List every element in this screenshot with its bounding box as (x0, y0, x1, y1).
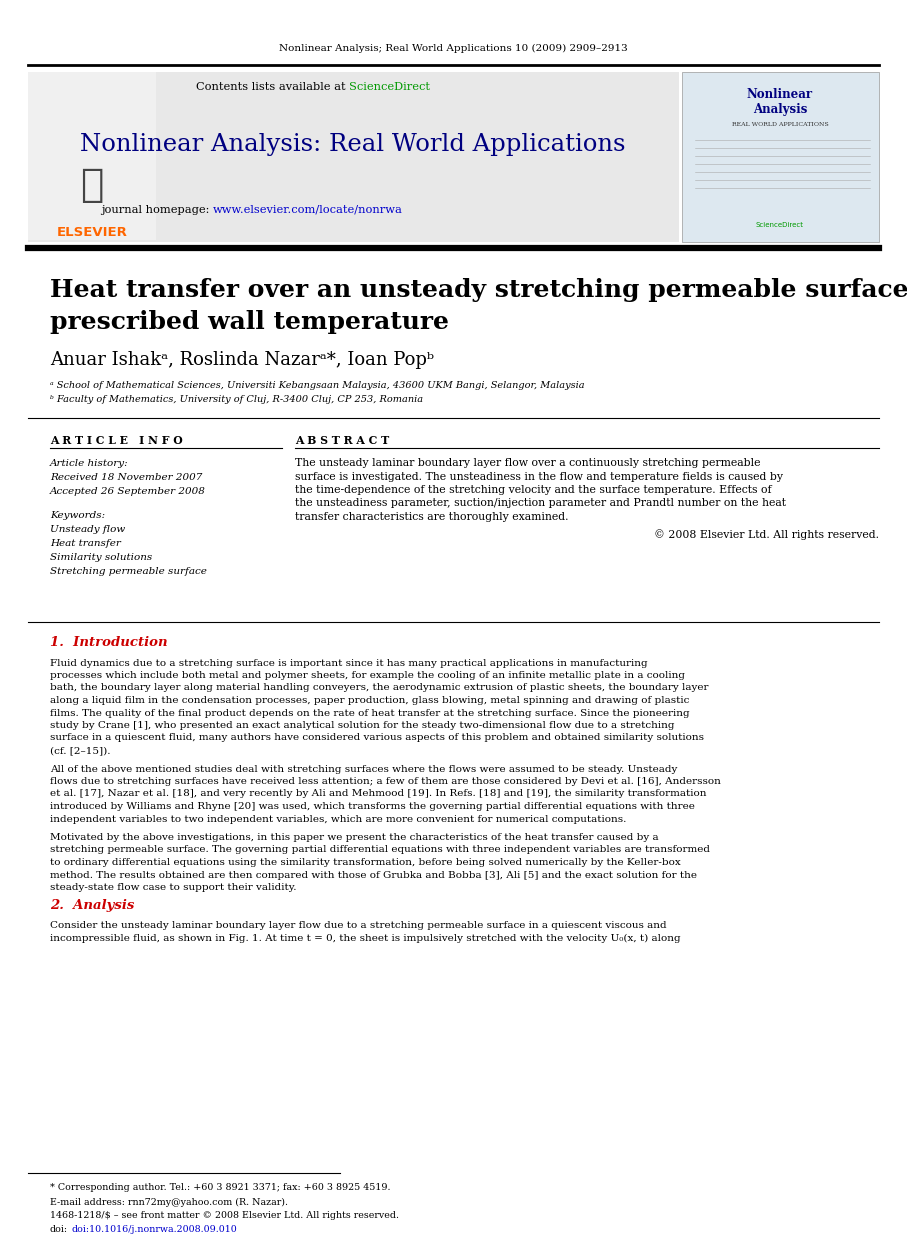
Text: 2.  Analysis: 2. Analysis (50, 900, 134, 912)
Text: steady-state flow case to support their validity.: steady-state flow case to support their … (50, 883, 297, 893)
Text: Heat transfer: Heat transfer (50, 540, 121, 548)
Text: Keywords:: Keywords: (50, 510, 105, 520)
Text: doi:: doi: (50, 1224, 68, 1233)
Text: Stretching permeable surface: Stretching permeable surface (50, 567, 207, 577)
FancyBboxPatch shape (28, 72, 679, 241)
Text: ScienceDirect: ScienceDirect (349, 82, 430, 92)
Text: 1.  Introduction: 1. Introduction (50, 636, 168, 650)
Text: Similarity solutions: Similarity solutions (50, 553, 152, 562)
Text: Unsteady flow: Unsteady flow (50, 525, 125, 535)
Text: The unsteady laminar boundary layer flow over a continuously stretching permeabl: The unsteady laminar boundary layer flow… (295, 458, 760, 468)
Text: introduced by Williams and Rhyne [20] was used, which transforms the governing p: introduced by Williams and Rhyne [20] wa… (50, 802, 695, 811)
Text: Nonlinear: Nonlinear (747, 88, 813, 102)
Text: ELSEVIER: ELSEVIER (56, 225, 128, 239)
Text: doi:10.1016/j.nonrwa.2008.09.010: doi:10.1016/j.nonrwa.2008.09.010 (72, 1224, 238, 1233)
Text: 1468-1218/$ – see front matter © 2008 Elsevier Ltd. All rights reserved.: 1468-1218/$ – see front matter © 2008 El… (50, 1212, 399, 1221)
Text: (cf. [2–15]).: (cf. [2–15]). (50, 747, 111, 755)
Text: ᵇ Faculty of Mathematics, University of Cluj, R-3400 Cluj, CP 253, Romania: ᵇ Faculty of Mathematics, University of … (50, 395, 424, 405)
Text: © 2008 Elsevier Ltd. All rights reserved.: © 2008 Elsevier Ltd. All rights reserved… (654, 529, 879, 540)
Text: 🌳: 🌳 (81, 166, 103, 204)
Text: Article history:: Article history: (50, 458, 129, 468)
Text: www.elsevier.com/locate/nonrwa: www.elsevier.com/locate/nonrwa (213, 206, 403, 215)
Text: independent variables to two independent variables, which are more convenient fo: independent variables to two independent… (50, 815, 627, 823)
Text: method. The results obtained are then compared with those of Grubka and Bobba [3: method. The results obtained are then co… (50, 870, 697, 879)
Text: prescribed wall temperature: prescribed wall temperature (50, 310, 449, 334)
Text: bath, the boundary layer along material handling conveyers, the aerodynamic extr: bath, the boundary layer along material … (50, 683, 708, 692)
Text: Analysis: Analysis (753, 103, 807, 115)
Text: transfer characteristics are thoroughly examined.: transfer characteristics are thoroughly … (295, 513, 569, 522)
Text: * Corresponding author. Tel.: +60 3 8921 3371; fax: +60 3 8925 4519.: * Corresponding author. Tel.: +60 3 8921… (50, 1184, 391, 1192)
Text: journal homepage:: journal homepage: (101, 206, 213, 215)
FancyBboxPatch shape (28, 72, 156, 240)
Text: Consider the unsteady laminar boundary layer flow due to a stretching permeable : Consider the unsteady laminar boundary l… (50, 921, 667, 931)
Text: stretching permeable surface. The governing partial differential equations with : stretching permeable surface. The govern… (50, 846, 710, 854)
Text: films. The quality of the final product depends on the rate of heat transfer at : films. The quality of the final product … (50, 708, 689, 718)
Text: incompressible fluid, as shown in Fig. 1. At time t = 0, the sheet is impulsivel: incompressible fluid, as shown in Fig. 1… (50, 933, 680, 943)
Text: to ordinary differential equations using the similarity transformation, before b: to ordinary differential equations using… (50, 858, 681, 867)
Text: surface is investigated. The unsteadiness in the flow and temperature fields is : surface is investigated. The unsteadines… (295, 472, 783, 482)
Text: Fluid dynamics due to a stretching surface is important since it has many practi: Fluid dynamics due to a stretching surfa… (50, 659, 648, 667)
Text: Contents lists available at: Contents lists available at (196, 82, 349, 92)
Text: A B S T R A C T: A B S T R A C T (295, 435, 389, 446)
Text: A R T I C L E   I N F O: A R T I C L E I N F O (50, 435, 182, 446)
Text: Nonlinear Analysis: Real World Applications: Nonlinear Analysis: Real World Applicati… (80, 134, 626, 156)
Text: along a liquid film in the condensation processes, paper production, glass blowi: along a liquid film in the condensation … (50, 696, 689, 704)
Text: the time-dependence of the stretching velocity and the surface temperature. Effe: the time-dependence of the stretching ve… (295, 485, 772, 495)
Text: Received 18 November 2007: Received 18 November 2007 (50, 473, 202, 482)
Text: the unsteadiness parameter, suction/injection parameter and Prandtl number on th: the unsteadiness parameter, suction/inje… (295, 499, 786, 509)
Text: Accepted 26 September 2008: Accepted 26 September 2008 (50, 487, 206, 495)
Text: surface in a quiescent fluid, many authors have considered various aspects of th: surface in a quiescent fluid, many autho… (50, 733, 704, 743)
Text: ᵃ School of Mathematical Sciences, Universiti Kebangsaan Malaysia, 43600 UKM Ban: ᵃ School of Mathematical Sciences, Unive… (50, 380, 585, 390)
Text: Nonlinear Analysis; Real World Applications 10 (2009) 2909–2913: Nonlinear Analysis; Real World Applicati… (278, 43, 628, 52)
Text: All of the above mentioned studies deal with stretching surfaces where the flows: All of the above mentioned studies deal … (50, 765, 678, 774)
Text: flows due to stretching surfaces have received less attention; a few of them are: flows due to stretching surfaces have re… (50, 777, 721, 786)
Text: Heat transfer over an unsteady stretching permeable surface with: Heat transfer over an unsteady stretchin… (50, 279, 907, 302)
Text: REAL WORLD APPLICATIONS: REAL WORLD APPLICATIONS (732, 123, 828, 128)
Text: et al. [17], Nazar et al. [18], and very recently by Ali and Mehmood [19]. In Re: et al. [17], Nazar et al. [18], and very… (50, 790, 707, 799)
Text: E-mail address: rnn72my@yahoo.com (R. Nazar).: E-mail address: rnn72my@yahoo.com (R. Na… (50, 1197, 288, 1207)
Text: Anuar Ishakᵃ, Roslinda Nazarᵃ*, Ioan Popᵇ: Anuar Ishakᵃ, Roslinda Nazarᵃ*, Ioan Pop… (50, 352, 434, 369)
FancyBboxPatch shape (682, 72, 879, 241)
Text: ScienceDirect: ScienceDirect (756, 222, 804, 228)
Text: Motivated by the above investigations, in this paper we present the characterist: Motivated by the above investigations, i… (50, 833, 658, 842)
Text: processes which include both metal and polymer sheets, for example the cooling o: processes which include both metal and p… (50, 671, 685, 680)
Text: study by Crane [1], who presented an exact analytical solution for the steady tw: study by Crane [1], who presented an exa… (50, 721, 675, 730)
